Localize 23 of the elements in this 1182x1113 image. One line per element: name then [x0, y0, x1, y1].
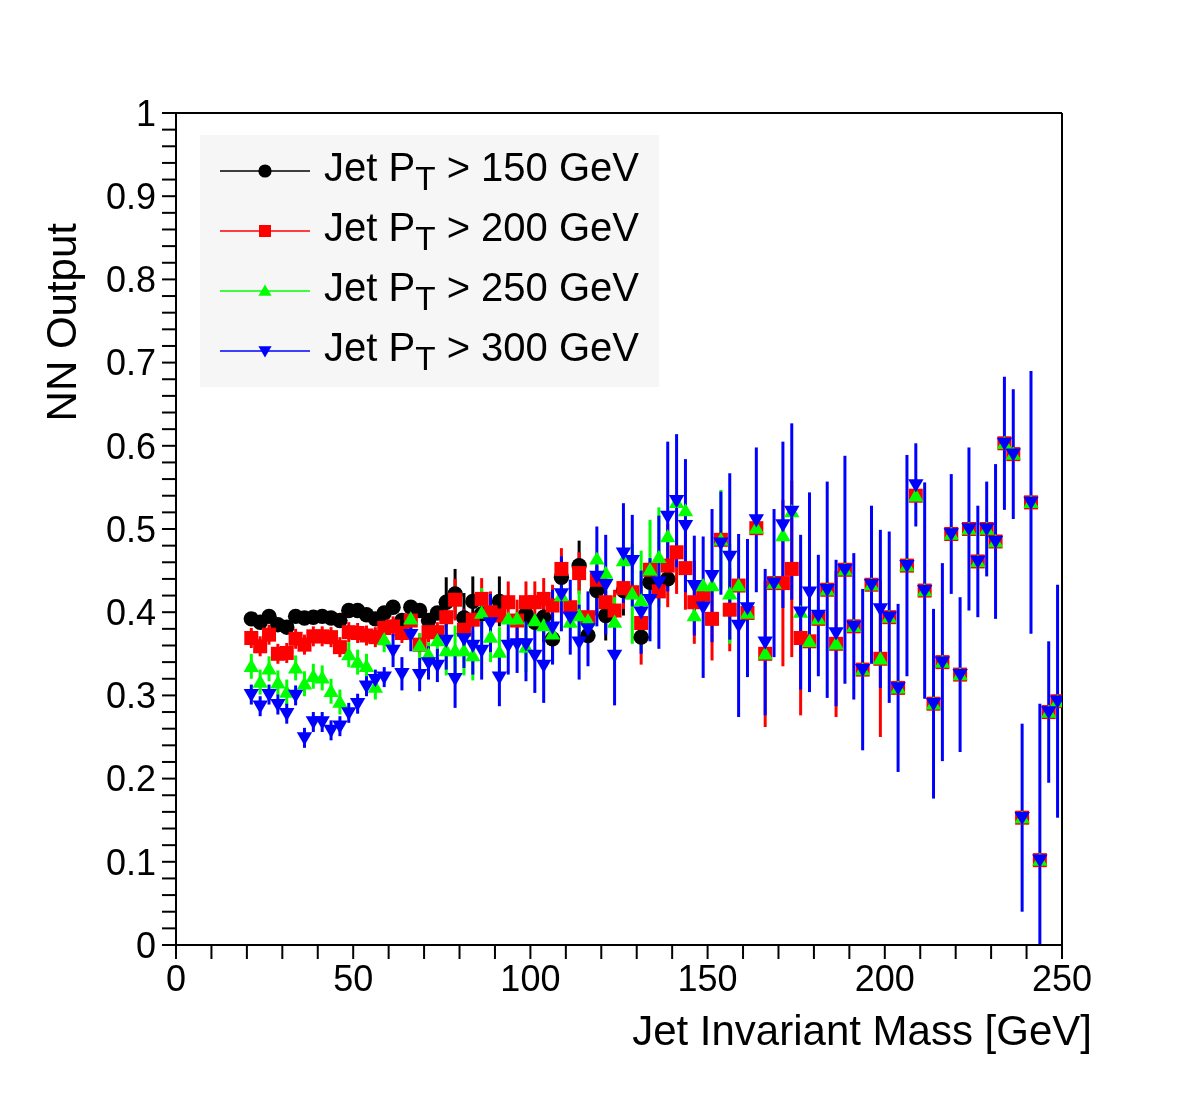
x-tick-label: 200 — [854, 957, 915, 999]
x-tick-label: 150 — [677, 957, 738, 999]
y-tick-label: 0.4 — [105, 591, 156, 633]
y-axis-title: NN Output — [38, 222, 85, 422]
y-tick-label: 0.1 — [105, 841, 156, 883]
y-tick-label: 0.5 — [105, 508, 156, 550]
legend-label: Jet P$_{T}$ > 200 GeV — [324, 204, 639, 258]
y-tick-label: 0.6 — [105, 425, 156, 467]
x-tick-label: 100 — [500, 957, 561, 999]
x-axis-title: Jet Invariant Mass [GeV] — [632, 1007, 1092, 1054]
y-tick-label: 0.7 — [105, 342, 156, 384]
x-tick-label: 50 — [333, 957, 374, 999]
y-tick-label: 0.2 — [105, 758, 156, 800]
legend-label: Jet P$_{T}$ > 250 GeV — [324, 264, 639, 318]
y-tick-label: 0.8 — [105, 259, 156, 301]
y-tick-label: 0 — [135, 924, 156, 966]
x-tick-label: 0 — [165, 957, 187, 999]
legend-label: Jet P$_{T}$ > 150 GeV — [324, 144, 639, 198]
y-tick-label: 1 — [135, 92, 156, 134]
x-tick-label: 250 — [1031, 957, 1093, 999]
y-tick-label: 0.9 — [105, 175, 156, 217]
legend-label: Jet P$_{T}$ > 300 GeV — [324, 324, 639, 378]
y-tick-label: 0.3 — [105, 675, 156, 717]
